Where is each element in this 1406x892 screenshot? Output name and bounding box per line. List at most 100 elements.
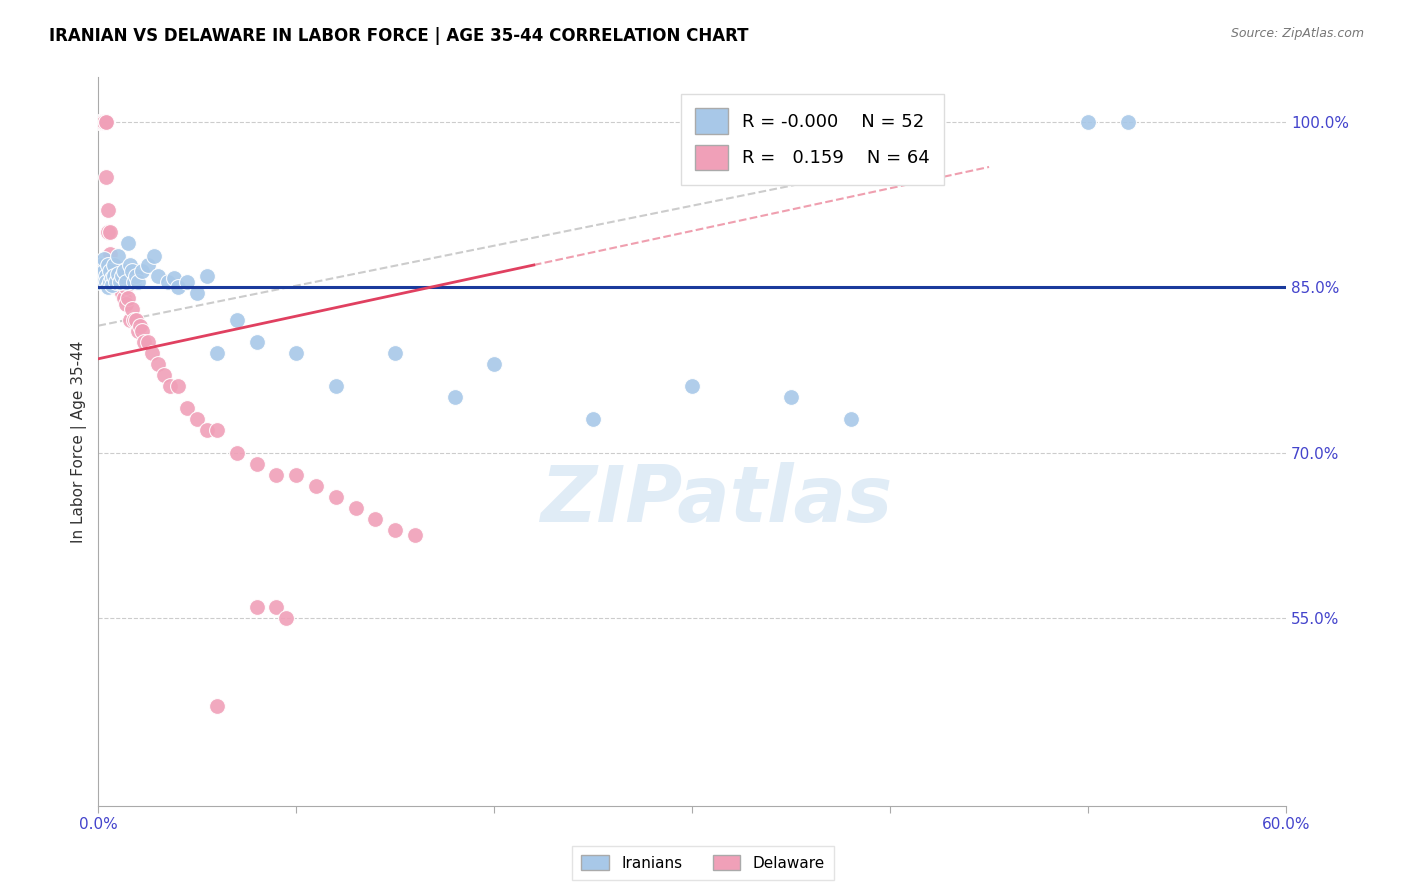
Point xyxy=(285,346,308,360)
Point xyxy=(205,424,228,438)
Point xyxy=(122,313,145,327)
Point xyxy=(107,280,129,294)
Point xyxy=(225,445,247,459)
Point xyxy=(166,280,188,294)
Point xyxy=(91,114,114,128)
Point xyxy=(98,225,121,239)
Point xyxy=(93,114,115,128)
Point xyxy=(136,335,159,350)
Point xyxy=(103,258,125,272)
Point xyxy=(115,296,138,310)
Point xyxy=(112,263,135,277)
Point xyxy=(98,275,121,289)
Point xyxy=(96,114,118,128)
Point xyxy=(103,258,125,272)
Point xyxy=(344,500,367,515)
Point xyxy=(101,271,124,285)
Point xyxy=(325,490,347,504)
Point xyxy=(103,275,125,289)
Point xyxy=(91,114,114,128)
Point xyxy=(1116,114,1139,128)
Point xyxy=(97,280,120,294)
Point xyxy=(97,202,120,217)
Point xyxy=(305,478,328,492)
Legend: R = -0.000    N = 52, R =   0.159    N = 64: R = -0.000 N = 52, R = 0.159 N = 64 xyxy=(681,94,945,185)
Point xyxy=(186,412,208,426)
Point xyxy=(111,268,134,283)
Point xyxy=(127,275,149,289)
Point xyxy=(246,600,269,615)
Point xyxy=(125,313,148,327)
Point xyxy=(91,258,114,272)
Point xyxy=(780,391,803,405)
Point xyxy=(107,249,129,263)
Point xyxy=(205,346,228,360)
Point xyxy=(176,401,198,416)
Point xyxy=(98,268,121,283)
Point xyxy=(89,275,111,289)
Point xyxy=(107,268,129,283)
Point xyxy=(91,268,114,283)
Point xyxy=(97,225,120,239)
Point xyxy=(108,275,131,289)
Point xyxy=(108,280,131,294)
Point xyxy=(443,391,465,405)
Point xyxy=(105,280,128,294)
Point xyxy=(276,611,298,625)
Point xyxy=(266,600,288,615)
Point xyxy=(101,277,124,292)
Point xyxy=(582,412,605,426)
Point xyxy=(118,313,141,327)
Point xyxy=(97,258,120,272)
Point xyxy=(103,268,125,283)
Point xyxy=(131,324,153,338)
Point xyxy=(1077,114,1099,128)
Point xyxy=(101,258,124,272)
Point xyxy=(156,275,179,289)
Point xyxy=(839,412,862,426)
Point xyxy=(118,258,141,272)
Point xyxy=(89,114,111,128)
Point xyxy=(108,275,131,289)
Point xyxy=(98,263,121,277)
Point xyxy=(146,268,169,283)
Point xyxy=(93,252,115,267)
Point xyxy=(117,291,139,305)
Point xyxy=(96,275,118,289)
Point xyxy=(246,335,269,350)
Point xyxy=(132,335,155,350)
Point xyxy=(96,114,118,128)
Point xyxy=(111,285,134,300)
Point xyxy=(384,523,406,537)
Point xyxy=(127,324,149,338)
Point xyxy=(176,275,198,289)
Point xyxy=(246,457,269,471)
Point xyxy=(141,346,163,360)
Point xyxy=(131,263,153,277)
Point xyxy=(162,271,184,285)
Legend: Iranians, Delaware: Iranians, Delaware xyxy=(572,846,834,880)
Point xyxy=(121,302,143,317)
Point xyxy=(93,263,115,277)
Point xyxy=(91,114,114,128)
Text: ZIPatlas: ZIPatlas xyxy=(540,462,891,538)
Y-axis label: In Labor Force | Age 35-44: In Labor Force | Age 35-44 xyxy=(72,341,87,542)
Point xyxy=(225,313,247,327)
Point xyxy=(122,275,145,289)
Point xyxy=(117,235,139,250)
Point xyxy=(96,169,118,184)
Point xyxy=(195,424,218,438)
Point xyxy=(266,467,288,482)
Point xyxy=(325,379,347,393)
Text: Source: ZipAtlas.com: Source: ZipAtlas.com xyxy=(1230,27,1364,40)
Point xyxy=(205,699,228,714)
Point xyxy=(142,249,165,263)
Point xyxy=(166,379,188,393)
Point xyxy=(152,368,174,383)
Point xyxy=(121,263,143,277)
Point xyxy=(97,258,120,272)
Point xyxy=(93,114,115,128)
Point xyxy=(98,247,121,261)
Point xyxy=(404,528,426,542)
Point xyxy=(89,114,111,128)
